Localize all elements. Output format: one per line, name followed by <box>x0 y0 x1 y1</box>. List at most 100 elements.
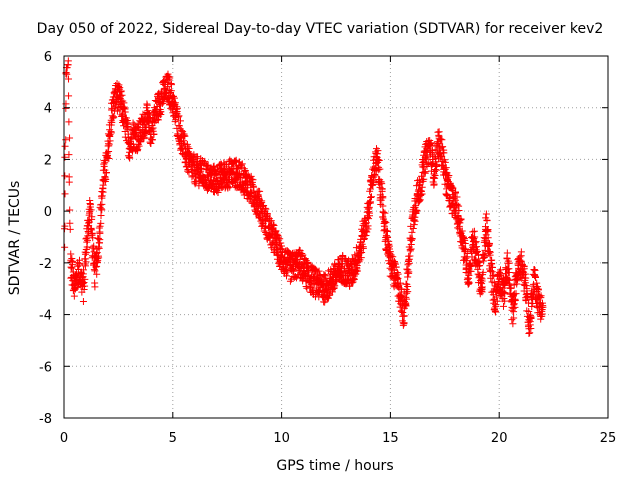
data-point <box>420 175 428 183</box>
data-point <box>365 215 373 223</box>
x-tick-label: 0 <box>60 431 68 446</box>
y-tick-label: 2 <box>44 153 52 168</box>
data-point <box>297 252 305 260</box>
data-point <box>421 168 429 176</box>
data-point <box>409 225 417 233</box>
data-point <box>91 267 99 275</box>
data-point <box>359 243 367 251</box>
data-point <box>354 253 362 261</box>
data-point <box>346 282 354 290</box>
data-point <box>530 280 538 288</box>
data-point <box>383 227 391 235</box>
data-point <box>493 297 501 305</box>
data-point <box>325 291 333 299</box>
data-point <box>404 273 412 281</box>
y-tick-label: -4 <box>39 309 52 324</box>
data-point <box>107 129 115 137</box>
data-point <box>463 250 471 258</box>
data-point <box>538 310 546 318</box>
data-point <box>537 292 545 300</box>
data-point <box>418 183 426 191</box>
data-point <box>382 219 390 227</box>
data-point <box>68 254 76 262</box>
data-point <box>525 330 533 338</box>
data-point <box>296 265 304 273</box>
data-point <box>400 312 408 320</box>
data-point <box>96 222 104 230</box>
data-point <box>393 268 401 276</box>
data-point <box>400 319 408 327</box>
data-point <box>368 181 376 189</box>
data-point <box>479 257 487 265</box>
data-point <box>478 283 486 291</box>
data-point <box>429 173 437 181</box>
data-point <box>381 209 389 217</box>
data-point <box>405 268 413 276</box>
data-point <box>508 316 516 324</box>
data-point <box>482 210 490 218</box>
data-point <box>66 219 74 227</box>
data-point <box>256 187 264 195</box>
data-point <box>87 206 95 214</box>
y-tick-label: -8 <box>39 412 52 427</box>
data-point <box>185 144 193 152</box>
data-point <box>427 140 435 148</box>
data-point <box>98 188 106 196</box>
data-point <box>471 239 479 247</box>
data-point <box>143 101 151 109</box>
data-point <box>74 262 82 270</box>
data-point <box>62 104 70 112</box>
data-point <box>272 227 280 235</box>
data-point <box>177 117 185 125</box>
data-point <box>167 88 175 96</box>
data-point <box>173 131 181 139</box>
data-point <box>531 266 539 274</box>
data-point <box>110 113 118 121</box>
data-point <box>93 262 101 270</box>
data-point <box>507 284 515 292</box>
data-point <box>364 222 372 230</box>
data-point <box>102 176 110 184</box>
data-point <box>430 153 438 161</box>
data-point <box>528 303 536 311</box>
data-point <box>522 274 530 282</box>
data-point <box>303 259 311 267</box>
data-point <box>174 113 182 121</box>
data-point <box>526 318 534 326</box>
data-point <box>442 190 450 198</box>
data-point <box>87 225 95 233</box>
data-point <box>321 272 329 280</box>
data-point <box>164 79 172 87</box>
data-point <box>526 329 534 337</box>
data-point <box>86 208 94 216</box>
data-point <box>79 266 87 274</box>
data-point <box>486 240 494 248</box>
y-tick-label: -2 <box>39 257 52 272</box>
data-point <box>82 258 90 266</box>
data-point <box>75 256 83 264</box>
y-tick-label: 4 <box>44 102 52 117</box>
y-tick-label: 0 <box>44 205 52 220</box>
data-point <box>201 179 209 187</box>
data-point <box>527 313 535 321</box>
data-point <box>374 166 382 174</box>
data-point <box>236 170 244 178</box>
data-point <box>307 281 315 289</box>
data-point <box>512 296 520 304</box>
data-point <box>365 203 373 211</box>
data-point <box>144 107 152 115</box>
data-point <box>478 277 486 285</box>
data-point <box>525 308 533 316</box>
data-point <box>499 284 507 292</box>
data-point <box>108 118 116 126</box>
data-point <box>484 226 492 234</box>
data-point <box>383 232 391 240</box>
data-point <box>404 283 412 291</box>
x-tick-label: 5 <box>169 431 177 446</box>
data-point <box>304 258 312 266</box>
data-point <box>522 282 530 290</box>
data-point <box>367 193 375 201</box>
data-point <box>474 259 482 267</box>
data-point <box>81 262 89 270</box>
data-point <box>496 272 504 280</box>
